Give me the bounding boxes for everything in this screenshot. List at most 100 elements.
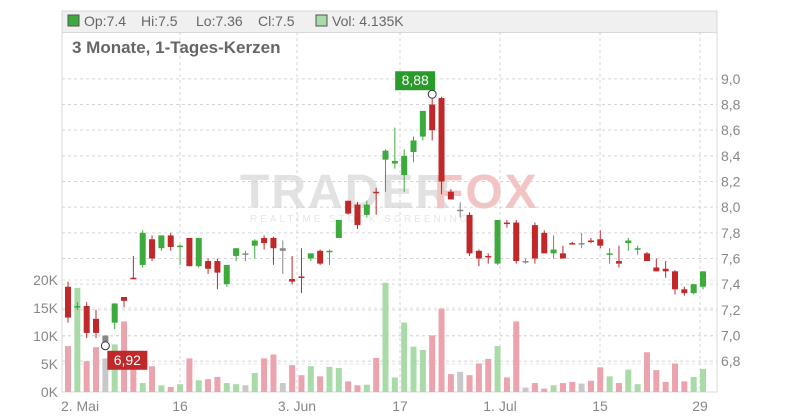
max-flag — [395, 71, 436, 91]
min-marker — [100, 341, 110, 351]
candle — [531, 222, 538, 264]
candle — [223, 264, 230, 287]
candle-body — [83, 305, 90, 333]
ohlc-header: Op:7.4 Hi:7.5 Lo:7.36 Cl:7.5 Vol: 4.135K — [67, 13, 404, 29]
volume-bar — [373, 357, 380, 392]
candle — [317, 249, 324, 265]
volume-tick-label: 5K — [41, 356, 59, 372]
candle-body — [233, 248, 240, 256]
candle-body — [270, 237, 277, 249]
volume-bar — [233, 384, 240, 392]
candle — [597, 230, 604, 249]
volume-bar — [410, 346, 417, 392]
volume-bar — [214, 376, 221, 392]
candle — [251, 239, 258, 259]
volume-tick-label: 20K — [33, 272, 59, 288]
candle-body — [177, 245, 184, 248]
volume-bars — [65, 282, 706, 392]
volume-bar — [578, 383, 585, 392]
candle-body — [429, 104, 436, 131]
candle — [261, 235, 268, 250]
candle-body — [149, 239, 156, 259]
time-tick-label: 29 — [692, 398, 708, 414]
candle-body — [447, 191, 454, 200]
candle-body — [531, 225, 538, 259]
candle — [700, 271, 706, 290]
volume-bar — [251, 372, 258, 392]
time-tick-label: 2. Mai — [61, 398, 99, 414]
candle-body — [167, 235, 174, 247]
candle-body — [541, 232, 548, 254]
candle-body — [625, 240, 632, 244]
price-tick-label: 8,0 — [721, 199, 741, 215]
volume-bar — [653, 370, 660, 392]
candle-body — [307, 253, 314, 259]
candle — [121, 297, 128, 308]
candle-body — [326, 250, 333, 253]
candle-body — [335, 220, 342, 238]
candle — [326, 249, 333, 265]
min-flag-label: 6,92 — [114, 352, 141, 368]
volume-bar — [149, 366, 156, 392]
volume-bar — [643, 352, 650, 392]
candle — [429, 94, 436, 141]
candle — [681, 286, 688, 296]
candle-body — [74, 305, 81, 308]
candle — [382, 149, 389, 192]
volume-bar — [690, 376, 697, 392]
candle — [111, 303, 118, 330]
candle-body — [410, 140, 417, 152]
candle — [186, 237, 193, 267]
candle-body — [653, 267, 660, 272]
candle — [671, 270, 678, 295]
candle — [373, 187, 380, 215]
candle — [139, 230, 146, 268]
time-tick-label: 3. Jun — [278, 398, 316, 414]
time-tick-label: 1. Jul — [483, 398, 516, 414]
time-tick-label: 16 — [172, 398, 188, 414]
candle-body — [550, 249, 557, 254]
candle — [494, 220, 501, 265]
candle — [578, 232, 585, 249]
candle — [457, 202, 464, 218]
candle — [606, 248, 613, 264]
candle-body — [671, 271, 678, 290]
volume-bar — [242, 385, 249, 392]
candle-body — [559, 253, 566, 259]
candle — [662, 261, 669, 278]
price-tick-label: 7,4 — [721, 276, 741, 292]
volume-bar — [186, 358, 193, 392]
candle-body — [485, 255, 492, 258]
candle — [130, 255, 137, 280]
volume-bar — [597, 367, 604, 392]
volume-bar — [559, 383, 566, 392]
candle-body — [242, 253, 249, 255]
candle-body — [317, 250, 324, 264]
candle — [158, 235, 165, 251]
volume-bar — [587, 380, 594, 392]
candle-body — [139, 232, 146, 265]
candle — [167, 232, 174, 251]
volume-bar — [522, 387, 529, 392]
price-tick-label: 9,0 — [721, 71, 741, 87]
volume-bar — [270, 354, 277, 392]
candle-body — [513, 222, 520, 262]
chart-subtitle: 3 Monate, 1-Tages-Kerzen — [72, 38, 280, 57]
candle — [205, 258, 212, 274]
candle-body — [354, 204, 361, 226]
candle-body — [494, 220, 501, 264]
candle — [625, 237, 632, 251]
volume-bar — [494, 346, 501, 392]
volume-bar — [662, 381, 669, 392]
candle — [513, 220, 520, 264]
candle — [363, 200, 370, 218]
candle — [401, 149, 408, 192]
volume-axis: 20K 15K 10K 5K 0K — [33, 272, 59, 400]
price-tick-label: 7,0 — [721, 328, 741, 344]
candle — [522, 258, 529, 264]
volume-bar — [447, 374, 454, 392]
volume-bar — [195, 380, 202, 392]
candle — [335, 220, 342, 238]
candle-body — [700, 271, 706, 287]
grid — [61, 10, 718, 393]
